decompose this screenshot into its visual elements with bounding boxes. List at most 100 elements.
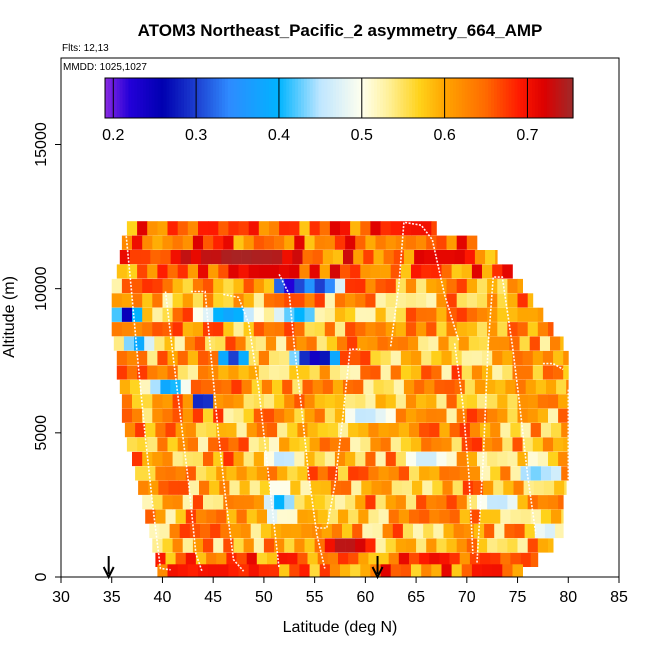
- heatmap-cell: [121, 235, 133, 250]
- heatmap-cell: [162, 495, 173, 510]
- heatmap-cell: [380, 365, 392, 380]
- colorbar-tick-label: 0.4: [268, 127, 290, 144]
- heatmap-cell: [152, 394, 163, 409]
- heatmap-cell: [449, 509, 461, 524]
- heatmap-cell: [517, 451, 528, 467]
- heatmap-cell: [358, 466, 369, 481]
- heatmap-cell: [558, 408, 569, 423]
- heatmap-cell: [490, 466, 501, 481]
- heatmap-cell: [162, 307, 173, 322]
- heatmap-cell: [216, 552, 227, 567]
- colorbar-segment: [327, 78, 331, 118]
- heatmap-cell: [446, 394, 457, 409]
- heatmap-cell: [537, 307, 544, 322]
- heatmap-cell: [235, 336, 246, 351]
- heatmap-cell: [299, 564, 310, 577]
- heatmap-cell: [269, 365, 280, 380]
- colorbar-segment: [283, 78, 287, 118]
- heatmap-cell: [243, 451, 255, 467]
- colorbar-segment: [423, 78, 428, 118]
- heatmap-cell: [500, 423, 511, 438]
- heatmap-cell: [385, 293, 397, 308]
- heatmap-cell: [411, 350, 422, 366]
- y-axis-label: Altitude (m): [1, 276, 18, 358]
- heatmap-cell: [304, 235, 315, 250]
- colorbar-segment: [315, 78, 320, 118]
- heatmap-cell: [532, 350, 544, 366]
- heatmap-cell: [177, 221, 189, 236]
- heatmap-cell: [226, 466, 237, 481]
- heatmap-cell: [157, 437, 168, 452]
- heatmap-cell: [150, 250, 161, 265]
- colorbar-segment: [400, 78, 404, 118]
- heatmap-cell: [542, 365, 554, 380]
- heatmap-cell: [203, 408, 214, 423]
- heatmap-cell: [314, 307, 326, 322]
- heatmap-cell: [343, 250, 354, 265]
- heatmap-cell: [132, 307, 143, 322]
- heatmap-cell: [301, 523, 312, 539]
- heatmap-cell: [316, 336, 328, 351]
- heatmap-cell: [510, 466, 521, 481]
- heatmap-cell: [548, 408, 559, 423]
- heatmap-cell: [542, 437, 554, 452]
- heatmap-cell: [388, 423, 400, 438]
- heatmap-cell: [170, 250, 182, 265]
- colorbar-segment: [262, 78, 267, 118]
- heatmap-cell: [309, 264, 321, 279]
- heatmap-cell: [482, 437, 493, 452]
- heatmap-cell: [507, 495, 518, 510]
- heatmap-cell: [375, 394, 386, 409]
- heatmap-cell: [416, 278, 427, 294]
- heatmap-cell: [367, 336, 378, 351]
- heatmap-cell: [182, 307, 194, 322]
- x-tick-label: 65: [407, 589, 425, 606]
- colorbar-segment: [265, 78, 270, 118]
- heatmap-cell: [507, 408, 518, 423]
- heatmap-cell: [365, 451, 376, 467]
- heatmap-cell: [466, 278, 478, 294]
- heatmap-cell: [142, 322, 153, 337]
- colorbar-segment: [558, 78, 562, 118]
- heatmap-cell: [289, 437, 300, 452]
- heatmap-cell: [148, 480, 159, 495]
- heatmap-cell: [324, 235, 336, 250]
- heatmap-cell: [525, 379, 537, 394]
- heatmap-cell: [548, 538, 554, 553]
- heatmap-cell: [130, 250, 141, 265]
- colorbar-segment: [242, 78, 246, 118]
- heatmap-cell: [185, 552, 197, 567]
- heatmap-cell: [299, 365, 310, 380]
- heatmap-cell: [178, 480, 190, 495]
- heatmap-cell: [507, 322, 518, 337]
- heatmap-cell: [320, 480, 332, 495]
- heatmap-cell: [479, 336, 490, 351]
- heatmap-cell: [238, 564, 249, 577]
- heatmap-cell: [429, 509, 440, 524]
- colorbar-segment: [105, 78, 109, 118]
- heatmap-cell: [274, 394, 285, 409]
- heatmap-cell: [446, 408, 457, 423]
- heatmap-cell: [334, 293, 346, 308]
- heatmap-cell: [238, 221, 249, 236]
- heatmap-cell: [132, 293, 143, 308]
- heatmap-cell: [370, 365, 381, 380]
- heatmap-cell: [416, 451, 427, 467]
- heatmap-cell: [284, 278, 295, 294]
- heatmap-cell: [439, 509, 450, 524]
- heatmap-cell: [121, 293, 133, 308]
- heatmap-cell: [456, 235, 468, 250]
- heatmap-cell: [380, 264, 392, 279]
- heatmap-cell: [284, 495, 295, 510]
- heatmap-cell: [274, 495, 285, 510]
- heatmap-cell: [517, 278, 523, 294]
- colorbar-segment: [178, 78, 182, 118]
- heatmap-cell: [421, 365, 432, 380]
- heatmap-cell: [527, 408, 539, 423]
- colorbar-segment: [248, 78, 252, 118]
- heatmap-cell: [284, 408, 295, 423]
- heatmap-cell: [260, 523, 272, 539]
- heatmap-cell: [355, 394, 366, 409]
- colorbar-segment: [333, 78, 337, 118]
- heatmap-cell: [172, 408, 184, 423]
